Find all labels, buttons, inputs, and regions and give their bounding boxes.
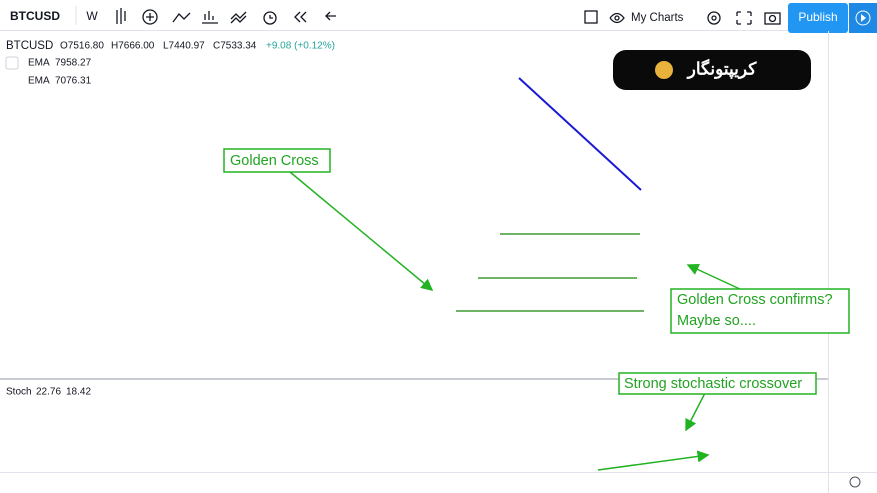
drawings [289,77,743,471]
legend-symbol: BTCUSD [6,40,53,52]
annotation-text: Strong stochastic crossover [624,376,802,392]
stream-icon [855,10,871,26]
legend-collapse[interactable] [5,56,19,70]
stoch-name: Stoch [6,387,32,398]
legend-series-name: EMA [28,58,50,69]
symbol-button[interactable]: BTCUSD [10,9,60,23]
replay-icon[interactable] [294,11,307,23]
arrow[interactable] [289,171,434,291]
stoch-value: 22.76 [36,387,61,398]
indicators-icon[interactable] [172,12,191,23]
legend-series-value: 7076.31 [55,76,92,87]
snapshot-icon[interactable] [764,12,781,25]
toolbar-icons [116,8,781,25]
logo-bg [613,50,811,90]
note-box[interactable] [223,148,331,173]
note-box[interactable] [618,372,817,395]
annotation-text: Maybe so.... [677,313,756,329]
logo-coin [655,61,673,79]
annotation-text: Golden Cross [230,153,319,169]
mycharts-icon[interactable] [609,12,625,24]
toolbar: BTCUSD W My Charts Publish [0,0,877,33]
legend-high: H7666.00 [111,41,155,52]
arrow[interactable] [685,392,706,432]
fullscreen-icon[interactable] [736,11,752,25]
annotations: Golden Cross Golden Cross confirms? Mayb… [223,148,850,395]
toolbar-bg [0,0,877,30]
layout-icon[interactable] [584,10,598,24]
legend-close: C7533.34 [213,41,257,52]
indicator-add-icon[interactable] [142,9,158,25]
compare-icon[interactable] [202,11,218,24]
logo-text: کریپتونگار [686,58,758,79]
settings-icon[interactable] [707,11,721,25]
note-box[interactable] [670,288,850,334]
annotation-text: Golden Cross confirms? [677,292,833,308]
legend-open: O7516.80 [60,41,104,52]
stoch-value: 18.42 [66,387,91,398]
legend-change: +9.08 (+0.12%) [266,41,335,52]
templates-icon[interactable] [230,11,247,24]
alert-icon[interactable] [263,11,277,25]
axis-settings-icon[interactable] [849,476,861,488]
arrow[interactable] [597,450,710,471]
arrow[interactable] [686,263,743,291]
legend: BTCUSD O7516.80 H7666.00 L7440.97 C7533.… [5,40,335,398]
publish-button[interactable] [788,3,848,33]
stream-play [861,14,866,22]
undo-icon[interactable] [325,11,336,21]
bars-icon[interactable] [116,8,126,24]
legend-series-value: 7958.27 [55,58,92,69]
legend-low: L7440.97 [163,41,205,52]
trend-line[interactable] [518,77,642,191]
logo: کریپتونگار [613,50,811,90]
legend-series-name: EMA [28,76,50,87]
publish-label[interactable]: Publish [798,10,837,24]
interval-button[interactable]: W [86,9,98,23]
my-charts-button[interactable]: My Charts [631,12,684,24]
